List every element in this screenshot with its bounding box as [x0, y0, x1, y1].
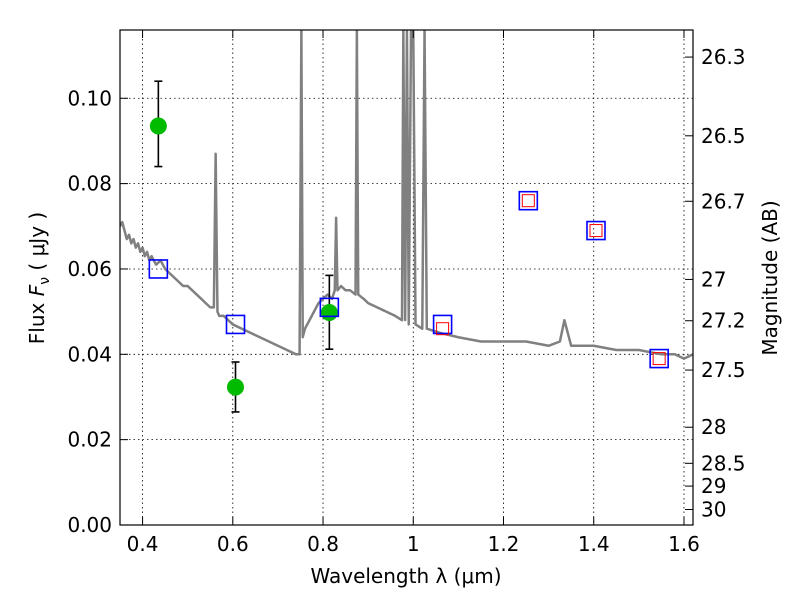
model-photometry-square [225, 314, 246, 335]
x-tick-label: 1 [407, 532, 420, 556]
x-tick-label: 0.8 [307, 532, 339, 556]
y-axis-title: Flux Fν ( μJy ) [25, 212, 53, 344]
model-photometry-square [586, 220, 606, 241]
y2-tick-label: 27.5 [701, 358, 746, 382]
y-tick-label: 0.04 [67, 342, 112, 366]
observed-point [227, 378, 245, 396]
y-tick-label: 0.10 [67, 86, 112, 110]
y2-tick-label: 28.5 [701, 451, 746, 475]
y-tick-label: 0.06 [67, 257, 112, 281]
y2-tick-label: 26.3 [701, 45, 746, 69]
y2-tick-label: 28 [701, 415, 726, 439]
model-photometry-square [319, 297, 340, 318]
data-layer [120, 30, 693, 360]
ticks: 0.4 0.6 0.8 1 1.2 1.4 1.6 0.00 0.02 0.04 0.06 0.08 0… [67, 30, 746, 556]
y2-tick-label: 26.5 [701, 124, 746, 148]
y-tick-label: 0.08 [67, 172, 112, 196]
plot-frame [119, 29, 694, 526]
model-photometry-square [148, 259, 169, 279]
y-axis-title-subscript: ν [37, 277, 53, 285]
y-axis-title-prefix: Flux [25, 296, 49, 344]
model-spectrum-line [120, 30, 693, 360]
y2-tick-label: 30 [701, 498, 726, 522]
model-photometry-square [432, 314, 453, 335]
x-tick-label: 0.6 [217, 532, 249, 556]
x-tick-label: 1.6 [668, 532, 700, 556]
y2-tick-label: 26.7 [701, 189, 746, 213]
observed-point [149, 117, 167, 135]
y2-tick-label: 27.2 [701, 309, 746, 333]
model-photometry-inner-square [521, 194, 535, 208]
observed-point [320, 303, 338, 321]
y2-tick-label: 27 [701, 267, 726, 291]
y-axis-title-symbol: F [25, 284, 49, 296]
marker-layer [148, 80, 669, 413]
model-photometry-inner-square [652, 352, 666, 366]
x-axis-title: Wavelength λ (μm) [310, 564, 501, 588]
x-tick-label: 1.2 [488, 532, 520, 556]
model-photometry-square [649, 348, 669, 369]
x-tick-label: 0.4 [127, 532, 159, 556]
y2-tick-label: 29 [701, 474, 726, 498]
y-axis-title-suffix: ( μJy ) [25, 212, 49, 277]
model-photometry-inner-square [589, 224, 603, 238]
y-tick-label: 0.02 [67, 428, 112, 452]
y-tick-label: 0.00 [67, 513, 112, 537]
x-tick-label: 1.4 [578, 532, 610, 556]
y2-axis-title: Magnitude (AB) [758, 200, 782, 355]
model-photometry-inner-square [436, 322, 450, 336]
model-photometry-square [518, 190, 539, 211]
